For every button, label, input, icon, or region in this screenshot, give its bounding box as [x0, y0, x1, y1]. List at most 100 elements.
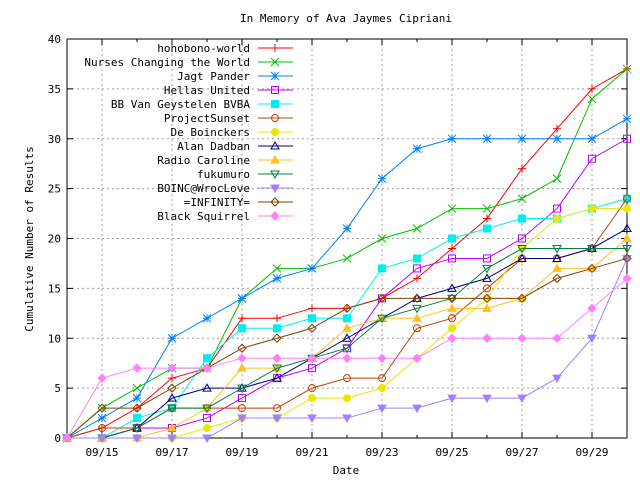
data-point — [270, 197, 280, 207]
data-point — [202, 383, 212, 392]
y-tick-label: 5 — [54, 382, 61, 395]
data-point — [272, 364, 282, 374]
legend-entry: De Boinckers — [171, 126, 293, 139]
data-point — [202, 434, 212, 444]
data-point — [270, 211, 280, 221]
data-point — [97, 413, 107, 423]
data-point — [552, 333, 562, 343]
data-point — [308, 314, 316, 323]
data-point — [413, 274, 421, 283]
data-point — [448, 254, 456, 263]
data-point — [238, 404, 246, 413]
data-point — [623, 134, 631, 143]
data-point — [238, 324, 246, 333]
data-point — [412, 313, 422, 322]
data-point — [623, 194, 631, 203]
data-point — [237, 353, 247, 363]
y-tick-label: 40 — [48, 33, 61, 46]
data-point — [377, 404, 387, 414]
data-point — [447, 303, 457, 312]
data-point — [271, 114, 279, 122]
y-tick-label: 15 — [48, 282, 61, 295]
data-point — [203, 414, 211, 423]
legend-entry: Hellas United — [164, 84, 293, 97]
legend-label: Nurses Changing the World — [84, 56, 250, 69]
legend-entry: Black Squirrel — [157, 210, 293, 223]
data-point — [97, 403, 107, 413]
data-point — [377, 174, 387, 184]
data-point — [517, 134, 527, 144]
data-point — [588, 204, 596, 213]
x-axis-label: Date — [333, 464, 360, 477]
y-tick-label: 10 — [48, 332, 61, 345]
data-point — [238, 394, 246, 403]
data-point — [587, 303, 597, 314]
data-point — [97, 434, 107, 444]
data-point — [202, 313, 212, 323]
data-point — [412, 144, 422, 154]
legend-label: =INFINITY= — [184, 196, 251, 209]
data-point — [588, 84, 596, 93]
data-point — [132, 403, 142, 413]
data-point — [552, 253, 562, 262]
data-point — [517, 333, 527, 343]
data-point — [308, 364, 316, 373]
series-line — [66, 68, 628, 439]
data-point — [623, 204, 631, 213]
data-point — [271, 44, 279, 52]
data-point — [307, 414, 317, 424]
data-point — [202, 363, 212, 373]
data-point — [412, 224, 422, 233]
data-point — [587, 263, 597, 274]
data-point — [553, 204, 561, 213]
y-axis: 0 5 10 15 20 25 30 35 40 — [48, 33, 627, 445]
data-point — [483, 224, 491, 233]
data-point — [237, 384, 247, 394]
data-point — [237, 414, 247, 424]
series-line — [66, 257, 628, 439]
data-point — [517, 194, 527, 203]
data-point — [412, 353, 422, 363]
data-point — [587, 244, 597, 254]
y-tick-label: 30 — [48, 133, 61, 146]
data-point — [622, 233, 632, 242]
data-point — [518, 234, 526, 243]
data-point — [272, 264, 282, 273]
data-point — [342, 254, 352, 263]
data-point — [343, 394, 351, 403]
data-point — [270, 170, 280, 180]
data-point — [622, 64, 632, 74]
data-point — [343, 314, 351, 323]
data-point — [237, 293, 247, 303]
data-point — [518, 214, 526, 223]
data-point — [167, 333, 177, 343]
data-point — [272, 373, 282, 382]
data-point — [377, 293, 387, 304]
data-point — [448, 324, 456, 333]
legend-entry: Nurses Changing the World — [84, 56, 293, 69]
data-point — [517, 394, 527, 404]
series-layer — [62, 64, 632, 444]
data-point — [448, 244, 456, 253]
data-point — [378, 374, 386, 383]
x-tick-label: 09/23 — [365, 446, 398, 459]
data-point — [447, 333, 457, 343]
legend-label: fukumuro — [197, 168, 250, 181]
data-point — [272, 274, 282, 283]
series-boinc-wroclove — [62, 254, 632, 444]
data-point — [377, 234, 387, 243]
series-fukumuro — [62, 244, 632, 444]
data-point — [412, 304, 422, 314]
data-point — [412, 293, 422, 304]
data-point — [237, 343, 247, 353]
y-axis-label: Cumulative Number of Results — [23, 146, 36, 331]
legend-entry: BB Van Geystelen BVBA — [111, 98, 293, 111]
legend-label: ProjectSunset — [164, 112, 250, 125]
data-point — [342, 414, 352, 424]
data-point — [412, 404, 422, 414]
data-point — [552, 374, 562, 384]
data-point — [552, 244, 562, 254]
data-point — [272, 414, 282, 424]
data-point — [308, 384, 316, 393]
